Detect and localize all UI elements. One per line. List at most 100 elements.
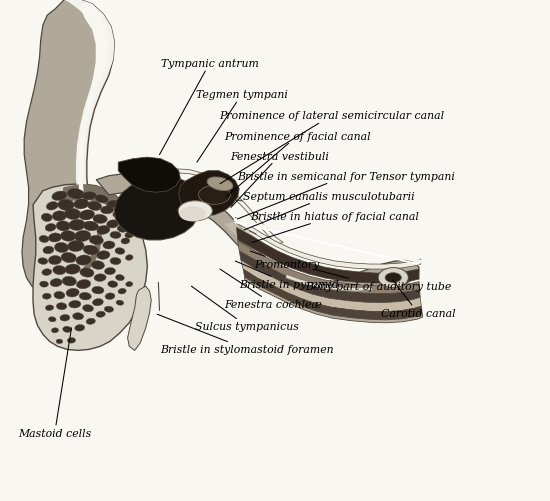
Ellipse shape <box>179 207 206 222</box>
Polygon shape <box>62 184 133 219</box>
Ellipse shape <box>38 258 48 265</box>
Polygon shape <box>114 174 201 240</box>
Ellipse shape <box>65 265 80 275</box>
Ellipse shape <box>69 301 81 309</box>
Ellipse shape <box>52 328 58 333</box>
Ellipse shape <box>64 209 81 220</box>
Text: Prominence of lateral semicircular canal: Prominence of lateral semicircular canal <box>219 111 444 184</box>
Text: Tegmen tympani: Tegmen tympani <box>196 90 288 163</box>
Polygon shape <box>140 169 283 244</box>
Ellipse shape <box>68 338 75 344</box>
Ellipse shape <box>199 186 230 205</box>
Ellipse shape <box>94 274 106 282</box>
Ellipse shape <box>117 226 127 233</box>
Text: Bristle in pyramid: Bristle in pyramid <box>235 262 339 290</box>
Ellipse shape <box>178 201 212 221</box>
Ellipse shape <box>60 231 76 242</box>
Text: Bristle in hiatus of facial canal: Bristle in hiatus of facial canal <box>250 211 419 243</box>
Ellipse shape <box>39 236 49 243</box>
Ellipse shape <box>76 256 91 266</box>
Text: Fenestra vestibuli: Fenestra vestibuli <box>230 151 329 208</box>
Ellipse shape <box>41 214 52 222</box>
Polygon shape <box>80 226 103 273</box>
Ellipse shape <box>74 199 89 209</box>
Ellipse shape <box>74 231 91 242</box>
Text: Septum canalis musculotubarii: Septum canalis musculotubarii <box>243 191 415 230</box>
Ellipse shape <box>48 233 62 242</box>
Ellipse shape <box>86 319 95 325</box>
Ellipse shape <box>87 202 102 211</box>
Text: Sulcus tympanicus: Sulcus tympanicus <box>191 287 299 332</box>
Ellipse shape <box>125 255 133 261</box>
Text: Prominence of facial canal: Prominence of facial canal <box>224 131 371 197</box>
Text: Fenestra cochleæ: Fenestra cochleæ <box>220 270 322 310</box>
Text: Mastoid cells: Mastoid cells <box>18 328 91 438</box>
Ellipse shape <box>95 195 108 203</box>
Text: Bony part of auditory tube: Bony part of auditory tube <box>305 270 452 292</box>
Polygon shape <box>245 278 422 323</box>
Ellipse shape <box>52 211 67 221</box>
Polygon shape <box>243 270 422 321</box>
Ellipse shape <box>103 241 115 249</box>
Ellipse shape <box>67 189 85 199</box>
Ellipse shape <box>96 312 105 318</box>
Ellipse shape <box>43 246 54 255</box>
Ellipse shape <box>79 293 91 301</box>
Ellipse shape <box>73 313 84 320</box>
Ellipse shape <box>68 241 84 252</box>
Ellipse shape <box>113 211 124 218</box>
Ellipse shape <box>125 232 134 238</box>
Polygon shape <box>179 171 239 216</box>
Ellipse shape <box>54 292 65 300</box>
Ellipse shape <box>60 315 70 322</box>
Ellipse shape <box>82 192 96 200</box>
Ellipse shape <box>89 236 103 245</box>
Polygon shape <box>22 0 114 293</box>
Text: Bristle in stylomastoid foramen: Bristle in stylomastoid foramen <box>157 315 334 355</box>
Ellipse shape <box>46 202 58 210</box>
Ellipse shape <box>58 200 74 211</box>
Ellipse shape <box>45 224 56 232</box>
Ellipse shape <box>107 201 119 208</box>
Text: Tympanic antrum: Tympanic antrum <box>160 59 258 155</box>
Polygon shape <box>65 1 114 226</box>
Polygon shape <box>286 275 373 292</box>
Ellipse shape <box>105 293 115 300</box>
Polygon shape <box>238 241 420 294</box>
Ellipse shape <box>110 232 121 239</box>
Ellipse shape <box>110 258 121 265</box>
Ellipse shape <box>385 273 402 283</box>
Text: Bristle in semicanal for Tensor tympani: Bristle in semicanal for Tensor tympani <box>238 171 455 219</box>
Ellipse shape <box>52 192 67 201</box>
Ellipse shape <box>40 282 48 288</box>
Ellipse shape <box>62 277 76 287</box>
Ellipse shape <box>50 279 62 287</box>
Ellipse shape <box>97 251 110 260</box>
Polygon shape <box>265 246 294 262</box>
Ellipse shape <box>93 215 107 224</box>
Polygon shape <box>128 287 151 351</box>
Ellipse shape <box>82 305 94 312</box>
Ellipse shape <box>48 317 56 322</box>
Polygon shape <box>241 261 421 312</box>
Polygon shape <box>235 218 421 270</box>
Ellipse shape <box>91 261 104 270</box>
Text: Carotid canal: Carotid canal <box>381 281 455 318</box>
Polygon shape <box>239 252 420 303</box>
Ellipse shape <box>61 253 76 263</box>
Ellipse shape <box>79 210 95 220</box>
Polygon shape <box>236 228 419 284</box>
Ellipse shape <box>83 221 98 231</box>
Ellipse shape <box>76 280 91 289</box>
Ellipse shape <box>207 177 233 191</box>
Ellipse shape <box>104 268 116 275</box>
Ellipse shape <box>116 301 124 306</box>
Ellipse shape <box>126 282 133 287</box>
Ellipse shape <box>83 245 98 256</box>
Ellipse shape <box>121 238 130 244</box>
Ellipse shape <box>116 275 124 281</box>
Ellipse shape <box>69 220 85 231</box>
Ellipse shape <box>48 256 62 265</box>
Ellipse shape <box>101 206 114 214</box>
Ellipse shape <box>92 287 104 295</box>
